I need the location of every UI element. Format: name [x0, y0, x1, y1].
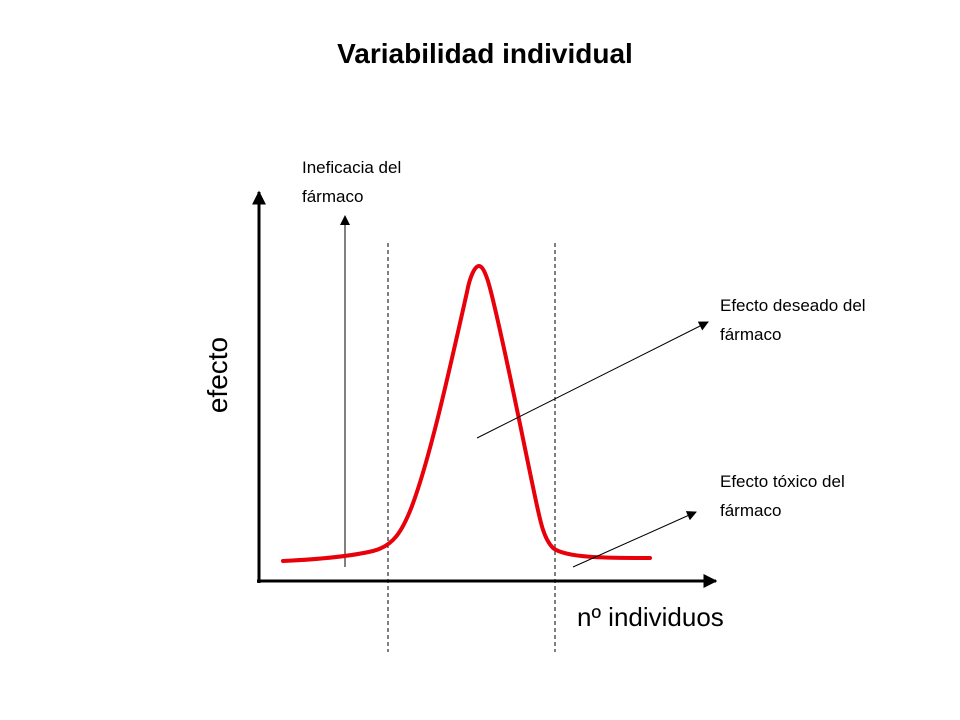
- efecto-toxico-label-line2: fármaco: [720, 501, 781, 520]
- ineficacia-label-line2: fármaco: [302, 187, 363, 206]
- ineficacia-label-line1: Ineficacia del: [302, 158, 401, 177]
- efecto-toxico-arrow: [572, 511, 697, 568]
- efecto-toxico-label-line1: Efecto tóxico del: [720, 472, 845, 491]
- efecto-deseado-arrow: [476, 321, 709, 439]
- y-axis-label: efecto: [202, 337, 233, 413]
- efecto-deseado-label-line2: fármaco: [720, 325, 781, 344]
- x-axis-label: nº individuos: [577, 602, 724, 632]
- efecto-deseado-label-line1: Efecto deseado del: [720, 296, 866, 315]
- slide-title: Variabilidad individual: [337, 38, 633, 69]
- distribution-curve: [281, 264, 652, 563]
